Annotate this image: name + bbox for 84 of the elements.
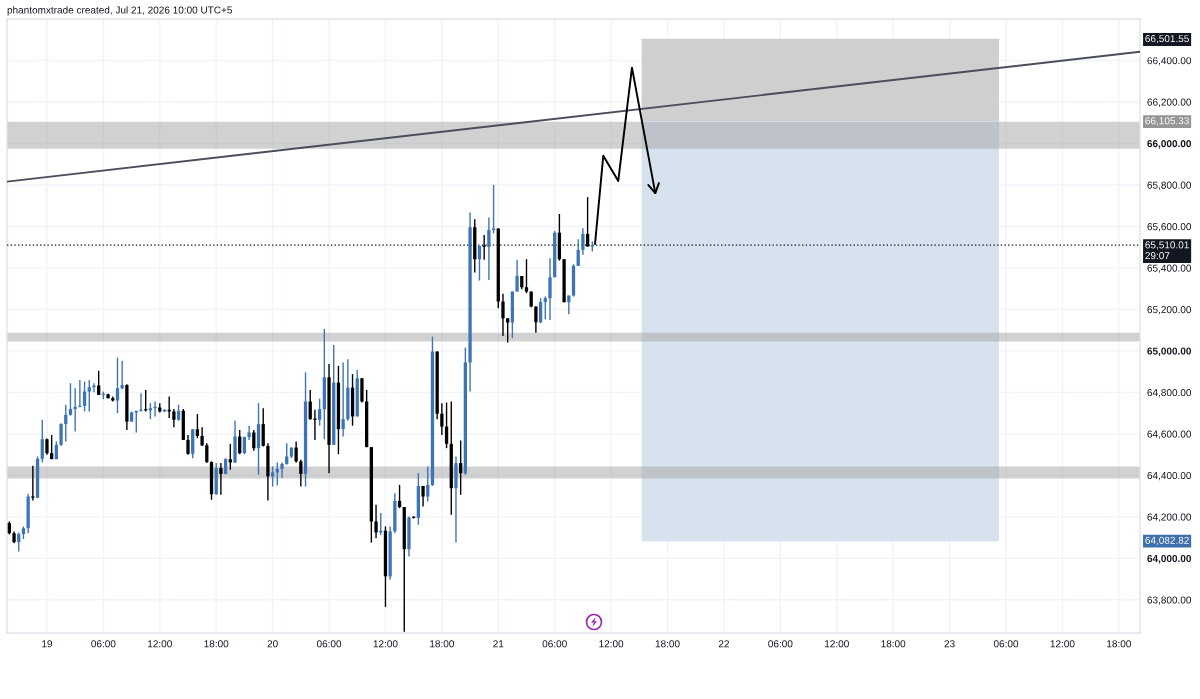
candlestick	[585, 196, 590, 248]
y-tick-label: 65,200.00	[1147, 306, 1192, 315]
x-tick-label: 18:00	[881, 640, 906, 648]
candlestick	[294, 440, 298, 464]
x-tick-label: 06:00	[542, 640, 567, 648]
candlestick	[538, 297, 543, 324]
x-tick-label: 21	[493, 640, 504, 648]
candlestick	[374, 504, 378, 539]
y-tick-label: 64,000.00	[1147, 554, 1192, 564]
candlestick	[317, 398, 322, 427]
candlestick	[515, 259, 519, 293]
candlestick	[397, 484, 402, 509]
candlestick	[534, 305, 538, 334]
candlestick	[285, 442, 289, 466]
candlestick	[459, 439, 463, 496]
text: 66,105.33	[1145, 117, 1189, 126]
candlestick	[40, 419, 44, 464]
y-tick-label: 65,600.00	[1147, 223, 1192, 232]
candlestick	[68, 382, 73, 417]
candlestick	[313, 409, 317, 441]
candlestick	[299, 459, 303, 488]
x-tick-label: 19	[42, 640, 53, 648]
candlestick	[576, 238, 580, 267]
y-tick-label: 64,600.00	[1147, 430, 1192, 439]
x-tick-label: 12:00	[1050, 640, 1075, 648]
x-tick-label: 23	[944, 640, 955, 648]
x-tick-label: 18:00	[655, 640, 680, 648]
candlestick	[120, 359, 124, 390]
x-tick-label: 18:00	[204, 640, 229, 648]
y-tick-label: 65,800.00	[1147, 181, 1192, 190]
candlestick	[487, 216, 491, 281]
x-tick-label: 06:00	[316, 640, 342, 648]
x-tick-label: 12:00	[825, 640, 849, 648]
y-tick-label: 64,400.00	[1147, 471, 1192, 481]
candlestick	[261, 407, 265, 448]
x-tick-label: 22	[718, 640, 729, 648]
x-tick-label: 18:00	[1107, 640, 1131, 648]
candlestick	[440, 402, 444, 436]
x-tick-label: 06:00	[91, 640, 116, 648]
candlestick	[78, 379, 82, 409]
candlestick	[115, 356, 120, 414]
candlestick	[172, 408, 176, 428]
candlestick	[87, 379, 91, 413]
candlestick	[426, 465, 430, 503]
x-tick-label: 06:00	[768, 640, 793, 648]
candlestick	[501, 293, 505, 337]
x-tick-label: 18:00	[430, 640, 454, 648]
x-tick-label: 12:00	[373, 640, 398, 648]
x-tick-label: 20	[267, 640, 278, 648]
y-tick-label: 65,400.00	[1147, 264, 1192, 273]
candlestick	[581, 227, 585, 256]
chart-title: phantomxtrade created, Jul 21, 2026 10:00 UTC+5	[7, 6, 232, 16]
candlestick	[252, 429, 256, 452]
candlestick	[153, 400, 157, 418]
candlestick	[50, 434, 54, 460]
candlestick	[195, 413, 200, 439]
x-tick-label: 12:00	[599, 640, 624, 648]
candlestick	[59, 422, 63, 447]
candlestick	[200, 426, 204, 447]
candlestick	[280, 461, 284, 479]
y-tick-label: 63,800.00	[1147, 596, 1192, 605]
y-tick-label: 65,000.00	[1147, 347, 1192, 357]
y-tick-label: 66,400.00	[1147, 57, 1192, 66]
candlestick	[247, 425, 251, 441]
candlestick	[543, 295, 547, 320]
candlestick	[548, 257, 552, 321]
text: 64,082.82	[1145, 536, 1189, 546]
candlestick	[139, 392, 143, 413]
candlestick	[524, 258, 529, 294]
text: 66,501.55	[1145, 35, 1189, 44]
candlestick	[360, 377, 364, 404]
candlestick	[186, 434, 190, 456]
x-tick-label: 06:00	[993, 640, 1019, 648]
candlestick	[31, 465, 35, 502]
y-tick-label: 64,800.00	[1147, 389, 1192, 398]
candlestick	[205, 442, 209, 464]
candlestick	[341, 361, 345, 438]
y-tick-label: 66,000.00	[1147, 140, 1192, 149]
ref-line-label: 65,510.01 29:07	[1145, 241, 1189, 260]
y-tick-label: 66,200.00	[1147, 98, 1192, 107]
x-tick-label: 12:00	[148, 640, 172, 648]
candlestick	[219, 462, 223, 496]
candlestick	[270, 465, 275, 488]
y-tick-label: 64,200.00	[1147, 513, 1192, 522]
